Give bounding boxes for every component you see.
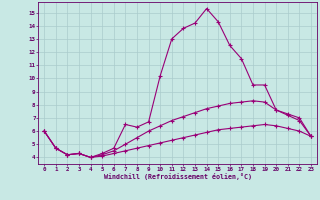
X-axis label: Windchill (Refroidissement éolien,°C): Windchill (Refroidissement éolien,°C) bbox=[104, 173, 252, 180]
